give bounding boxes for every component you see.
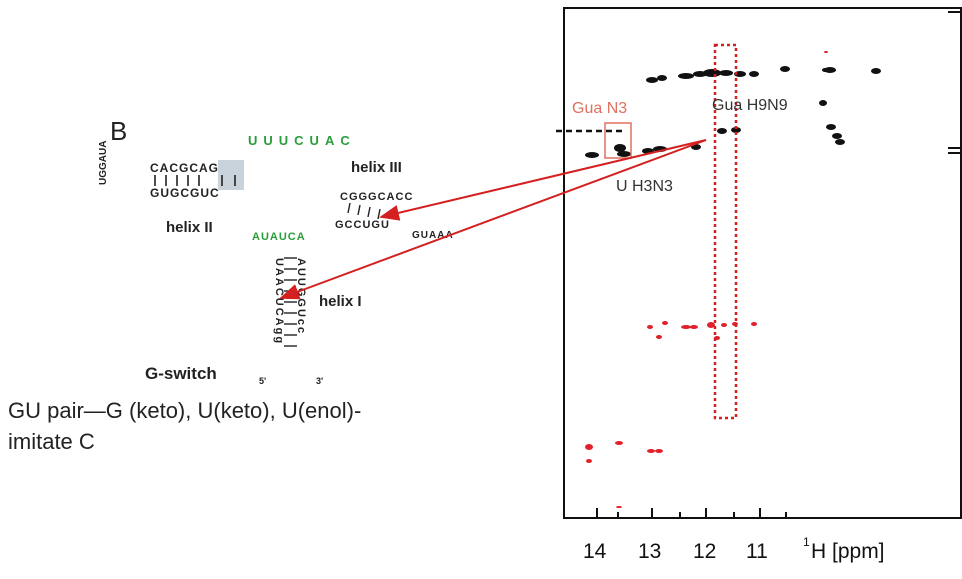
arrow-to-helix3 [379, 139, 707, 221]
x-axis-label: H [ppm] [811, 540, 885, 563]
peak-positive [835, 139, 845, 145]
peak-negative [824, 51, 828, 53]
peak-positive [614, 144, 626, 152]
peak-negative [585, 444, 593, 450]
helix3-bonds [347, 202, 381, 220]
peak-negative [616, 506, 622, 508]
rna-structure-diagram: B CACGCAG GUGCGUC UGGAUA UUUCUAC CGGGCAC… [98, 116, 454, 386]
peak-positive [703, 69, 721, 77]
caption-line: GU pair—G (keto), U(keto), U(enol)- [8, 398, 362, 423]
peak-positive [819, 100, 827, 106]
peak-negative [690, 325, 698, 329]
annotation-gua-h9n9: Gua H9N9 [712, 97, 788, 114]
peak-negative [721, 323, 727, 327]
helix2-bonds [154, 175, 236, 186]
loop-green-nucleotides: UUUCUAC [248, 133, 356, 148]
peak-positive [657, 75, 667, 81]
annotation-gua-n3: Gua N3 [572, 100, 627, 117]
figure-caption: GU pair—G (keto), U(keto), U(enol)- imit… [8, 395, 528, 457]
peak-positive [617, 151, 631, 157]
helix2-bottom-strand: GUGCGUC [150, 186, 220, 200]
peak-positive [824, 67, 836, 73]
peak-positive [826, 124, 836, 130]
spectrum-frame [563, 7, 962, 519]
helix1-left-strand: UAACUCAgg [273, 258, 285, 345]
helix-label-i: helix I [319, 293, 362, 310]
peak-negative [707, 322, 715, 328]
peak-negative [615, 441, 623, 445]
caption-line: imitate C [8, 429, 95, 454]
helix1-right-strand: AUUGGUcc [295, 258, 307, 335]
peak-negative [751, 322, 757, 326]
peak-positive [678, 73, 694, 79]
helix-label-ii: helix II [166, 219, 213, 236]
helix3-loop: GUAAA [412, 230, 454, 241]
x-tick-label: 13 [638, 540, 661, 563]
arrow-to-helix1 [279, 139, 707, 300]
peak-positive [822, 68, 828, 72]
gua-h9n9-dotted-box [713, 43, 738, 420]
x-tick-label: 11 [746, 540, 768, 563]
peak-negative [655, 449, 663, 453]
helix3-bottom-strand: GCCUGU [335, 219, 390, 231]
helix-label-iii: helix III [351, 159, 402, 176]
x-tick-label: 12 [693, 540, 716, 563]
peaks-negative [585, 51, 828, 508]
peak-negative [586, 459, 592, 463]
gua-n3-box [604, 122, 632, 159]
hairpin-loop: UGGAUA [98, 141, 109, 185]
peak-positive [871, 68, 881, 74]
correlation-arrows [279, 139, 707, 300]
peak-positive [646, 77, 658, 83]
five-prime-label: 5' [259, 376, 266, 386]
three-prime-label: 3' [316, 376, 323, 386]
panel-label: B [110, 116, 127, 146]
x-tick-label: 14 [583, 540, 607, 563]
nmr-spectrum: 14 13 12 11 1 H [ppm] Gua N3 Gua H9N9 U … [556, 7, 962, 563]
junction-nucleotides: AUAUCA [252, 231, 306, 243]
x-axis-ticks [596, 508, 787, 518]
peak-positive [719, 70, 733, 76]
peak-negative [662, 321, 668, 325]
peak-negative [681, 325, 691, 329]
peak-positive [832, 133, 842, 139]
helix3-top-strand: CGGGCACC [340, 191, 413, 203]
annotation-u-h3n3: U H3N3 [616, 178, 673, 195]
helix2-top-strand: CACGCAG [150, 161, 219, 175]
structure-title: G-switch [145, 364, 217, 383]
peak-positive [731, 127, 741, 133]
peak-positive [717, 128, 727, 134]
peak-positive [585, 152, 599, 158]
peak-negative [647, 325, 653, 329]
peak-negative [647, 449, 655, 453]
x-axis-label-sup: 1 [803, 535, 810, 549]
peak-positive [749, 71, 759, 77]
peak-positive [780, 66, 790, 72]
peak-negative [656, 335, 662, 339]
